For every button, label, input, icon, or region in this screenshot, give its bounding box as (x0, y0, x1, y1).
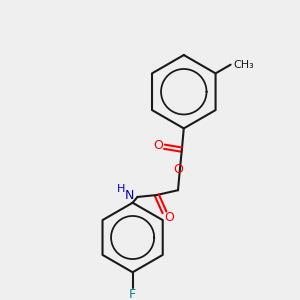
Text: F: F (129, 288, 136, 300)
Text: H: H (117, 184, 125, 194)
Text: O: O (173, 164, 183, 176)
Text: O: O (164, 211, 174, 224)
Text: O: O (153, 139, 163, 152)
Text: CH₃: CH₃ (233, 60, 254, 70)
Text: N: N (125, 190, 134, 202)
